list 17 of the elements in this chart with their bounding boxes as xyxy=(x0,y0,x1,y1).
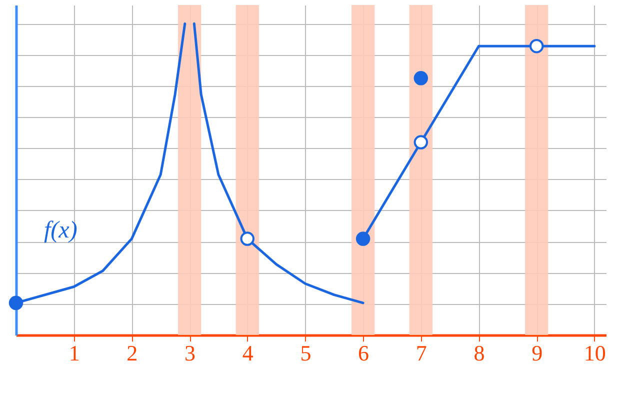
x-tick-label: 9 xyxy=(532,340,543,366)
x-tick-label: 4 xyxy=(242,340,254,366)
x-tick-label: 5 xyxy=(300,340,312,366)
x-tick-label: 2 xyxy=(126,340,138,366)
x-tick-label: 3 xyxy=(184,340,196,366)
x-tick-label: 8 xyxy=(474,340,485,366)
x-tick-label: 6 xyxy=(358,340,370,366)
point xyxy=(356,232,370,246)
point xyxy=(414,135,428,150)
x-tick-label: 7 xyxy=(416,340,427,366)
annotation: f(x) xyxy=(44,218,78,244)
x-tick-label: 10 xyxy=(584,340,606,366)
point xyxy=(8,296,24,310)
x-tick-label: 1 xyxy=(68,340,80,366)
point xyxy=(240,232,254,246)
point xyxy=(529,38,544,54)
point xyxy=(414,71,428,86)
